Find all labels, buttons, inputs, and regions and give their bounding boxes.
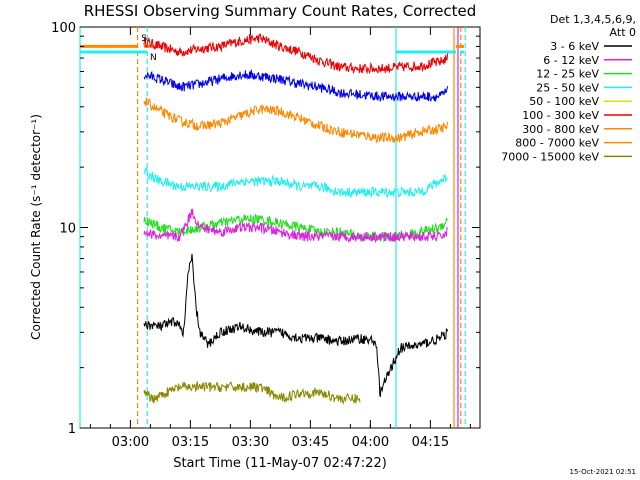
series-800-7000-kev [143,97,449,144]
y-axis-label: Corrected Count Rate (s⁻¹ detector⁻¹) [29,114,43,340]
plot-area: NS 03:00 03:15 03:30 03:45 04:00 04:15 1 10 100 [51,21,481,450]
plot-frame [79,26,481,429]
chart-title: RHESSI Observing Summary Count Rates, Co… [84,2,477,20]
legend-label-7000-15000-kev: 7000 - 15000 keV [501,150,599,163]
x-tick-label-03:15: 03:15 [172,435,209,450]
series-100-300-kev [143,33,449,75]
y-tick-label-10: 10 [59,222,76,237]
legend-header-2: Att 0 [610,26,636,39]
x-tick-label-03:00: 03:00 [112,435,149,450]
x-tick-label-04:00: 04:00 [352,435,389,450]
legend-label-12-25-kev: 12 - 25 keV [536,68,599,81]
annotation-n: N [150,53,157,63]
legend-label-800-7000-kev: 800 - 7000 keV [515,137,599,150]
legend-label-300-800-kev: 300 - 800 keV [522,123,599,136]
x-tick-label-04:15: 04:15 [412,435,449,450]
legend-label-50-100-kev: 50 - 100 keV [529,95,599,108]
x-tick-label-03:30: 03:30 [232,435,269,450]
annotation-s: S [141,34,147,44]
footer-timestamp: 15-Oct-2021 02:51 [570,468,636,476]
series-12-25-kev [143,208,449,244]
x-axis-label: Start Time (11-May-07 02:47:22) [173,456,387,471]
series-3-6-kev [143,253,449,397]
legend-label-6-12-kev: 6 - 12 keV [543,54,599,67]
series-50-100-kev [143,166,449,199]
legend-header-1: Det 1,3,4,5,6,9, [550,13,636,26]
series-300-800-kev [143,68,449,102]
legend-label-3-6-kev: 3 - 6 keV [550,40,599,53]
y-tick-label-1: 1 [68,422,76,437]
series-25-50-kev [143,212,448,243]
legend-label-25-50-kev: 25 - 50 keV [536,81,599,94]
legend-label-100-300-kev: 100 - 300 keV [522,109,599,122]
series-6-12-kev [143,380,361,405]
y-tick-label-100: 100 [51,21,76,36]
x-tick-label-03:45: 03:45 [292,435,329,450]
